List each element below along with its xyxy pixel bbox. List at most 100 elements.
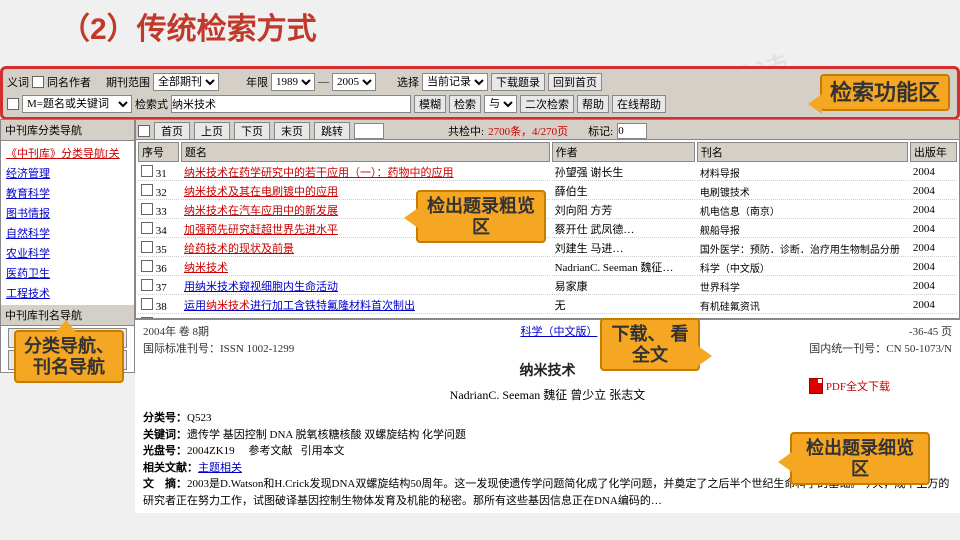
journal-cell: 世界科学 <box>697 278 908 295</box>
table-row: 33纳米技术在汽车应用中的新发展刘向阳 方芳机电信息（南京）2004 <box>138 202 957 219</box>
page-range: -36-45 页 <box>909 324 952 341</box>
result-title-link[interactable]: 纳米技术在汽车应用中的新发展 <box>184 205 338 217</box>
download-records-button[interactable]: 下载题录 <box>491 73 545 91</box>
help-button[interactable]: 帮助 <box>577 95 609 113</box>
pdf-label: PDF全文下载 <box>826 378 890 394</box>
journal-cell: 机电信息（南京） <box>697 202 908 219</box>
kw-label: 关键词： <box>143 429 187 441</box>
kw-value: 遗传学 基因控制 DNA 脱氧核糖核酸 双螺旋结构 化学问题 <box>187 429 466 441</box>
row-checkbox[interactable] <box>141 241 153 253</box>
year-label: 年限 <box>246 74 268 90</box>
sidebar-cat-1[interactable]: 教育科学 <box>3 183 132 203</box>
first-page-button[interactable]: 首页 <box>154 122 190 140</box>
row-checkbox[interactable] <box>141 222 153 234</box>
year-to-select[interactable]: 2005 <box>332 73 376 91</box>
year-cell: 2004 <box>910 183 957 200</box>
second-search-button[interactable]: 二次检索 <box>520 95 574 113</box>
pdf-download-link[interactable]: PDF全文下载 <box>809 378 890 394</box>
row-checkbox[interactable] <box>141 260 153 272</box>
bool-select[interactable]: 与 <box>484 95 517 113</box>
slide-title: （2）传统检索方式 <box>60 4 317 48</box>
author-cell: 薛伯生 <box>552 183 695 200</box>
year-cell: 2004 <box>910 240 957 257</box>
select-all-checkbox[interactable] <box>138 125 150 137</box>
author-cell: 孙望强 谢长生 <box>552 164 695 181</box>
row-checkbox[interactable] <box>141 184 153 196</box>
search-input[interactable] <box>171 95 411 113</box>
sidebar-cat-5[interactable]: 医药卫生 <box>3 263 132 283</box>
table-row: 38运用纳米技术进行加工含铁特氟隆材料首次制出无有机硅氟资讯2004 <box>138 297 957 314</box>
field-mode-select[interactable]: M=题名或关键词 <box>22 95 132 113</box>
issn-label: 国际标准刊号：ISSN 1002-1299 <box>143 341 294 358</box>
fuzzy-button[interactable]: 模糊 <box>414 95 446 113</box>
callout-detail-area: 检出题录细览区 <box>790 432 930 485</box>
sidebar-cat-4[interactable]: 农业科学 <box>3 243 132 263</box>
row-checkbox[interactable] <box>141 203 153 215</box>
table-row: 36纳米技术NadrianC. Seeman 魏征…科学（中文版）2004 <box>138 259 957 276</box>
next-page-button[interactable]: 下页 <box>234 122 270 140</box>
sidebar-cat-0[interactable]: 经济管理 <box>3 163 132 183</box>
disc-label: 光盘号： <box>143 445 187 457</box>
search-button[interactable]: 检索 <box>449 95 481 113</box>
select-label: 选择 <box>397 74 419 90</box>
row-checkbox[interactable] <box>141 279 153 291</box>
mark-label: 标记: <box>588 123 613 139</box>
col-journal: 刊名 <box>697 142 908 162</box>
year-cell: 2004 <box>910 259 957 276</box>
record-select[interactable]: 当前记录 <box>422 73 488 91</box>
result-title-link[interactable]: 纳米技术在药学研究中的若干应用（一）：药物中的应用 <box>184 167 454 179</box>
row-checkbox[interactable] <box>141 165 153 177</box>
result-title-link[interactable]: 纳米技术 <box>184 262 228 274</box>
year-from-select[interactable]: 1989 <box>271 73 315 91</box>
author-cell: 蔡开仕 武凤德… <box>552 221 695 238</box>
author-cell: 刘建生 马进… <box>552 240 695 257</box>
topic-related-link[interactable]: 主题相关 <box>198 462 242 474</box>
sidebar-nav-title[interactable]: 《中刊库》分类导航[关 <box>3 143 132 163</box>
disc-value: 2004ZK19 <box>187 445 235 457</box>
jump-input[interactable] <box>354 123 384 139</box>
total-label: 共检中: <box>448 123 484 139</box>
cn-label: 国内统一刊号：CN 50-1073/N <box>809 341 952 358</box>
home-button[interactable]: 回到首页 <box>548 73 602 91</box>
journal-cell: 舰船导报 <box>697 221 908 238</box>
author-cell: 无 <box>552 297 695 314</box>
result-title-link[interactable]: 纳米技术及其在电刷镀中的应用 <box>184 186 338 198</box>
year-cell: 2004 <box>910 297 957 314</box>
issue-label: 2004年 卷 8期 <box>143 324 209 341</box>
online-help-button[interactable]: 在线帮助 <box>612 95 666 113</box>
year-cell: 2004 <box>910 202 957 219</box>
cls-label: 分类号： <box>143 412 187 424</box>
result-title-link[interactable]: 给药技术的现状及前景 <box>184 243 294 255</box>
author-cell: NadrianC. Seeman 魏征… <box>552 259 695 276</box>
table-row: 34加强预先研究赶超世界先进水平蔡开仕 武凤德…舰船导报2004 <box>138 221 957 238</box>
last-page-button[interactable]: 末页 <box>274 122 310 140</box>
pdf-icon <box>809 378 823 394</box>
mode-checkbox[interactable] <box>7 98 19 110</box>
sidebar-cat-3[interactable]: 自然科学 <box>3 223 132 243</box>
ref-link[interactable]: 参考文献 <box>248 445 292 457</box>
journal-cell: 材料导报 <box>697 164 908 181</box>
result-title-link[interactable]: 加强预先研究赶超世界先进水平 <box>184 224 338 236</box>
table-row: 37用纳米技术窥视细胞内生命活动易家康世界科学2004 <box>138 278 957 295</box>
result-title-link[interactable]: 用纳米技术窥视细胞内生命活动 <box>184 281 338 293</box>
sidebar-cat-2[interactable]: 图书情报 <box>3 203 132 223</box>
total-value: 2700条，4/270页 <box>488 123 568 139</box>
table-row: 32纳米技术及其在电刷镀中的应用薛伯生电刷镀技术2004 <box>138 183 957 200</box>
prev-page-button[interactable]: 上页 <box>194 122 230 140</box>
cite-link[interactable]: 引用本文 <box>301 445 345 457</box>
sidebar-header-category: 中刊库分类导航 <box>1 120 134 141</box>
table-row: 31纳米技术在药学研究中的若干应用（一）：药物中的应用孙望强 谢长生材料导报20… <box>138 164 957 181</box>
journal-cell: 国外医学：预防．诊断．治疗用生物制品分册 <box>697 240 908 257</box>
yici-label: 义词 <box>7 74 29 90</box>
jump-button[interactable]: 跳转 <box>314 122 350 140</box>
callout-search-area: 检索功能区 <box>820 74 950 111</box>
journal-scope-select[interactable]: 全部期刊 <box>153 73 219 91</box>
cls-value: Q523 <box>187 412 211 424</box>
result-title-link[interactable]: 运用纳米技术进行加工含铁特氟隆材料首次制出 <box>184 300 415 312</box>
row-checkbox[interactable] <box>141 298 153 310</box>
mark-input[interactable] <box>617 123 647 139</box>
same-author-checkbox[interactable] <box>32 76 44 88</box>
journal-link[interactable]: 科学（中文版） <box>520 324 597 341</box>
sidebar-cat-6[interactable]: 工程技术 <box>3 283 132 303</box>
col-author: 作者 <box>552 142 695 162</box>
